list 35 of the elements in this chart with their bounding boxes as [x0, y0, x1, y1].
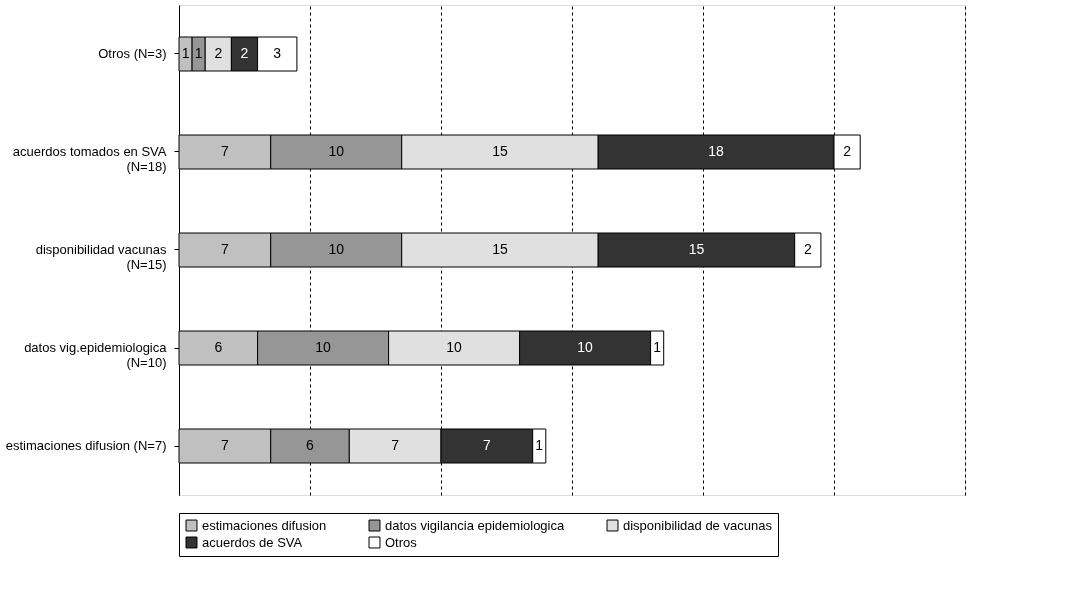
data-label: 15	[492, 241, 508, 257]
data-label: 1	[535, 437, 544, 453]
data-label: 2	[843, 143, 852, 159]
legend-label: Otros	[385, 534, 418, 550]
y-tick-label: datos vig.epidemiologica (N=10)	[24, 340, 168, 370]
y-tick-label: disponibilidad vacunas (N=15)	[35, 242, 167, 272]
data-label: 7	[220, 241, 229, 257]
data-label: 15	[688, 241, 705, 257]
data-label: 7	[220, 437, 229, 453]
legend-label: datos vigilancia epidemiologica	[385, 517, 565, 533]
y-tick-label: acuerdos tomados en SVA (N=18)	[12, 144, 167, 174]
data-label: 6	[214, 339, 223, 355]
data-label: 7	[482, 437, 491, 453]
y-tick-label: Otros (N=3)	[98, 46, 167, 61]
data-label: 10	[315, 339, 332, 355]
data-label: 2	[240, 45, 249, 61]
legend-label: disponibilidad de vacunas	[623, 517, 773, 533]
data-label: 15	[492, 143, 508, 159]
data-label: 10	[446, 339, 463, 355]
data-label: 1	[653, 339, 662, 355]
data-label: 1	[181, 45, 190, 61]
data-label: 6	[306, 437, 315, 453]
data-label: 2	[803, 241, 812, 257]
legend-label: estimaciones difusion	[202, 517, 327, 533]
y-tick-label: estimaciones difusion (N=7)	[5, 438, 167, 453]
data-label: 7	[391, 437, 400, 453]
data-label: 3	[273, 45, 282, 61]
data-label: 10	[577, 339, 594, 355]
data-label: 10	[328, 241, 345, 257]
legend-label: acuerdos de SVA	[202, 534, 303, 550]
data-label: 18	[708, 143, 725, 159]
data-label: 10	[328, 143, 345, 159]
data-label: 1	[194, 45, 203, 61]
data-label: 2	[214, 45, 223, 61]
data-label: 7	[220, 143, 229, 159]
